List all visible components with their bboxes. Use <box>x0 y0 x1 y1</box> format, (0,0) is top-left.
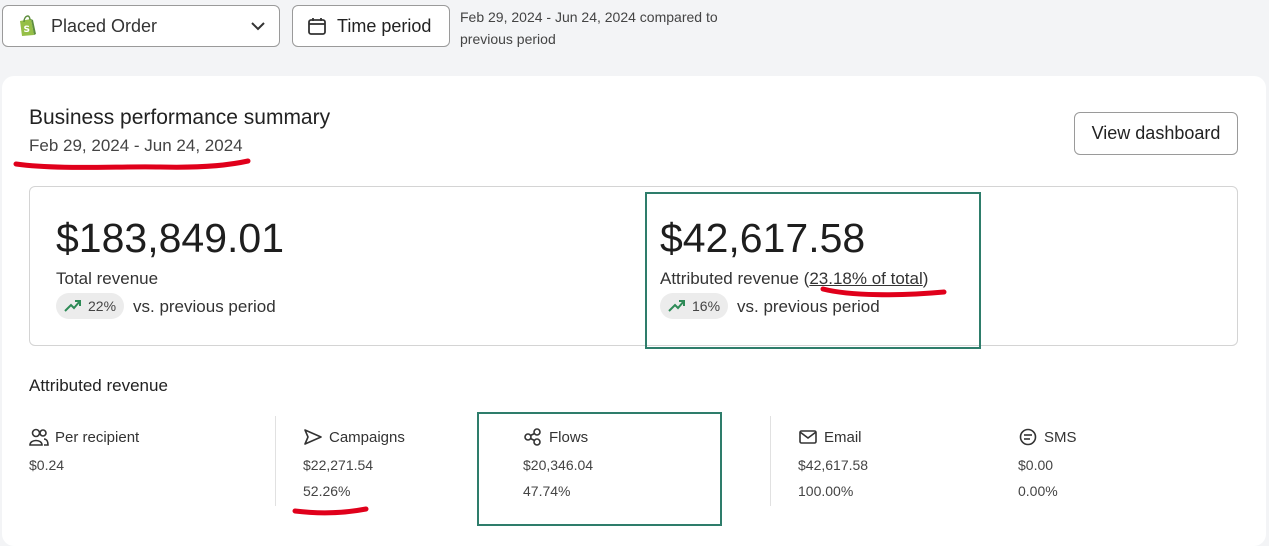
campaigns-label: Campaigns <box>329 428 405 446</box>
attributed-label-prefix: Attributed revenue ( <box>660 269 810 288</box>
send-icon <box>304 429 322 445</box>
attributed-revenue-value: $42,617.58 <box>660 215 866 261</box>
metric-select[interactable]: S Placed Order <box>2 5 280 47</box>
attributed-revenue-change: 16% <box>692 298 721 314</box>
total-revenue-vs-text: vs. previous period <box>133 297 276 316</box>
revenue-summary-box: $183,849.01 Total revenue 22% vs. previo… <box>29 186 1238 346</box>
email-percent: 100.00% <box>798 483 854 499</box>
flows-value: $20,346.04 <box>523 457 594 473</box>
time-period-button[interactable]: Time period <box>292 5 450 47</box>
per-recipient-value: $0.24 <box>29 457 65 473</box>
email-value: $42,617.58 <box>798 457 869 473</box>
email-icon <box>799 430 817 444</box>
sms-icon <box>1019 428 1037 446</box>
top-toolbar: S Placed Order Time period Feb 29, 2024 … <box>0 0 1269 60</box>
per-recipient-label: Per recipient <box>55 428 140 446</box>
time-period-label: Time period <box>337 15 432 36</box>
shopify-icon: S <box>17 15 37 37</box>
stat-email: Email $42,617.58 100.00% <box>798 426 869 500</box>
metric-select-label: Placed Order <box>51 15 158 36</box>
total-revenue-change-badge: 22% <box>56 293 125 319</box>
sms-label: SMS <box>1044 428 1077 446</box>
attributed-revenue-change-badge: 16% <box>660 293 729 319</box>
total-revenue-label: Total revenue <box>56 269 159 288</box>
campaigns-value: $22,271.54 <box>303 457 374 473</box>
stat-sms: SMS $0.00 0.00% <box>1018 426 1077 500</box>
total-revenue-change: 22% <box>88 298 117 314</box>
svg-text:S: S <box>24 25 30 35</box>
attributed-revenue-vs-text: vs. previous period <box>737 297 880 316</box>
people-icon <box>29 428 49 446</box>
chevron-down-icon <box>251 22 265 31</box>
flows-percent: 47.74% <box>523 483 571 499</box>
stat-divider <box>770 416 771 506</box>
campaigns-percent: 52.26% <box>303 483 351 499</box>
sms-percent: 0.00% <box>1018 483 1058 499</box>
attributed-revenue-label: Attributed revenue (23.18% of total) <box>660 269 928 289</box>
trend-up-icon <box>64 300 81 312</box>
sms-value: $0.00 <box>1018 457 1054 473</box>
stat-per-recipient: Per recipient $0.24 <box>29 426 140 474</box>
card-date-range: Feb 29, 2024 - Jun 24, 2024 <box>29 136 243 155</box>
email-label: Email <box>824 428 862 446</box>
attributed-share-of-total: 23.18% of total <box>809 269 923 288</box>
attributed-label-suffix: ) <box>922 269 929 288</box>
card-title: Business performance summary <box>29 106 331 129</box>
stat-flows: Flows $20,346.04 47.74% <box>523 426 593 499</box>
flows-label: Flows <box>549 428 589 446</box>
stat-campaigns: Campaigns $22,271.54 52.26% <box>303 426 405 500</box>
total-revenue-value: $183,849.01 <box>56 215 285 261</box>
attributed-revenue-section-title: Attributed revenue <box>29 376 168 395</box>
calendar-icon <box>308 18 326 35</box>
view-dashboard-button[interactable]: View dashboard <box>1074 112 1238 155</box>
comparison-period-text: Feb 29, 2024 - Jun 24, 2024 compared to … <box>460 9 718 47</box>
trend-up-icon <box>668 300 685 312</box>
business-performance-card: Business performance summary Feb 29, 202… <box>2 76 1266 546</box>
stat-divider <box>275 416 276 506</box>
flows-icon <box>524 428 541 446</box>
